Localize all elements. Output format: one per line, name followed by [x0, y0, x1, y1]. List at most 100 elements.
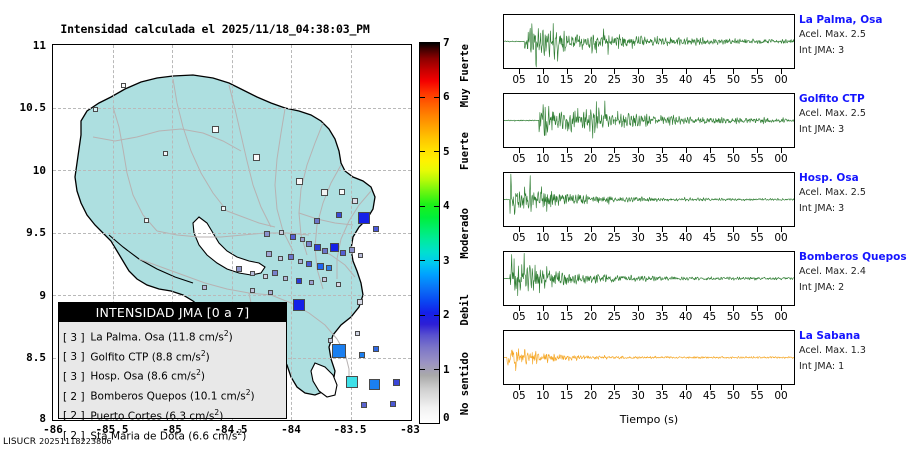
intensity-marker [264, 230, 271, 237]
intensity-legend-box: INTENSIDAD JMA [0 a 7] [ 3 ] La Palma. O… [58, 302, 287, 442]
legend-entry-station: Bomberos Quepos [87, 390, 190, 403]
colorbar-category-label: Debil [459, 294, 471, 326]
intensity-marker [287, 254, 294, 261]
legend-entry: [ 3 ] Golfito CTP (8.8 cm/s2) [63, 346, 286, 366]
station-name[interactable]: La Palma, Osa [799, 14, 883, 26]
intensity-marker [268, 290, 274, 296]
intensity-marker [306, 241, 313, 248]
axis-tick [757, 306, 759, 311]
axis-tick [638, 306, 640, 311]
axis-tick [542, 69, 544, 74]
legend-entry-station: Puerto Cortes [87, 410, 166, 423]
intensity-marker [250, 287, 256, 293]
axis-tick-label: 15 [559, 232, 574, 244]
axis-tick [542, 227, 544, 232]
colorbar-category-label: No sentido [459, 352, 471, 416]
axis-tick [638, 227, 640, 232]
axis-tick-label: 55 [750, 74, 764, 86]
legend-entry-accel: (11.8 cm/s [168, 331, 224, 344]
station-name[interactable]: Bomberos Quepos [799, 251, 907, 263]
landmass-group [74, 74, 376, 398]
legend-entry-tail: ) [250, 390, 255, 403]
legend-entry-level: [ 3 ] [63, 370, 85, 383]
axis-tick [685, 69, 687, 74]
axis-tick-label: 20 [583, 74, 598, 86]
colorbar-tick-label: 3 [443, 254, 450, 267]
intensity-marker [221, 205, 227, 211]
axis-tick-label: 55 [750, 232, 764, 244]
seismogram-x-axis: 05 10 15 20 25 30 35 40 45 50 55 00 [503, 385, 795, 405]
axis-tick-label: 00 [774, 311, 788, 323]
seismogram-row: 05 10 15 20 25 30 35 40 45 50 55 00 Bomberos Quepos A… [495, 251, 910, 335]
axis-tick-label: 55 [750, 311, 764, 323]
legend-entry: [ 3 ] Hosp. Osa (8.6 cm/s2) [63, 365, 286, 385]
station-info: Golfito CTP Acel. Max. 2.5 Int JMA: 3 [799, 93, 910, 136]
map-x-tick-label: -84.5 [214, 423, 248, 436]
axis-tick-label: 05 [512, 311, 526, 323]
axis-tick [781, 69, 782, 74]
axis-tick [685, 306, 687, 311]
axis-tick [566, 306, 568, 311]
axis-tick [590, 385, 592, 390]
station-name[interactable]: Hosp. Osa [799, 172, 859, 184]
axis-tick [757, 148, 759, 153]
axis-tick [519, 306, 520, 311]
axis-tick-label: 35 [655, 232, 669, 244]
map-y-tick-label: 9.5 [26, 226, 46, 239]
axis-tick-label: 45 [702, 311, 717, 323]
axis-tick [542, 148, 544, 153]
axis-tick-label: 45 [702, 390, 717, 402]
map-x-tick-label: -85.5 [95, 423, 129, 436]
station-jma-intensity: Int JMA: 3 [799, 123, 845, 135]
map-x-tick-label: -86 [43, 423, 63, 436]
axis-tick-label: 25 [607, 153, 621, 165]
legend-entry: [ 3 ] La Palma. Osa (11.8 cm/s2) [63, 326, 286, 346]
station-name[interactable]: La Sabana [799, 330, 861, 342]
colorbar-tick-label: 4 [443, 199, 450, 212]
axis-tick-label: 55 [750, 390, 764, 402]
axis-tick-label: 25 [607, 311, 621, 323]
intensity-marker [351, 198, 358, 205]
colorbar-category-label: Fuerte [459, 132, 471, 170]
axis-tick-label: 50 [726, 390, 741, 402]
station-max-acceleration: Acel. Max. 1.3 [799, 345, 866, 356]
axis-tick [519, 385, 520, 390]
station-info: La Palma, Osa Acel. Max. 2.5 Int JMA: 3 [799, 14, 910, 57]
axis-tick [685, 227, 687, 232]
intensity-marker [359, 351, 366, 358]
legend-entry-unit-exponent: 2 [214, 407, 220, 417]
legend-entry-accel: (8.6 cm/s [146, 370, 197, 383]
intensity-marker [235, 266, 242, 273]
axis-tick [757, 227, 759, 232]
intensity-marker [336, 281, 342, 287]
map-panel: Intensidad calculada el 2025/11/18_04:38… [3, 22, 471, 447]
map-y-tick-label: 10.5 [19, 101, 47, 114]
intensity-marker [335, 212, 342, 219]
station-name[interactable]: Golfito CTP [799, 93, 865, 105]
intensity-marker [250, 271, 256, 277]
axis-tick-label: 20 [583, 390, 598, 402]
footer-credit: LISUCR 20251118223806 [3, 437, 112, 447]
intensity-marker [266, 251, 273, 258]
seismogram-row: 05 10 15 20 25 30 35 40 45 50 55 00 La Sabana Acel. M… [495, 330, 910, 414]
seismogram-panel: 05 10 15 20 25 30 35 40 45 50 55 00 La Palma, Osa Ace… [495, 0, 910, 460]
intensity-marker [354, 330, 360, 336]
intensity-marker [201, 284, 207, 290]
intensity-marker [328, 338, 334, 343]
axis-tick [590, 306, 592, 311]
legend-entry-accel: (8.8 cm/s [151, 351, 201, 364]
intensity-marker [309, 280, 314, 286]
legend-entry-unit-exponent: 2 [237, 427, 243, 437]
station-jma-intensity: Int JMA: 1 [799, 360, 845, 372]
intensity-marker [326, 264, 333, 271]
intensity-marker [279, 229, 284, 235]
seismogram-x-axis: 05 10 15 20 25 30 35 40 45 50 55 00 [503, 227, 795, 247]
intensity-marker [120, 82, 126, 88]
axis-tick-label: 00 [774, 232, 788, 244]
axis-tick-label: 00 [774, 74, 788, 86]
seismogram-x-axis: 05 10 15 20 25 30 35 40 45 50 55 00 [503, 69, 795, 89]
seismogram-plot [503, 14, 795, 69]
axis-tick-label: 05 [512, 232, 526, 244]
axis-tick [590, 227, 592, 232]
intensity-marker [92, 107, 98, 113]
